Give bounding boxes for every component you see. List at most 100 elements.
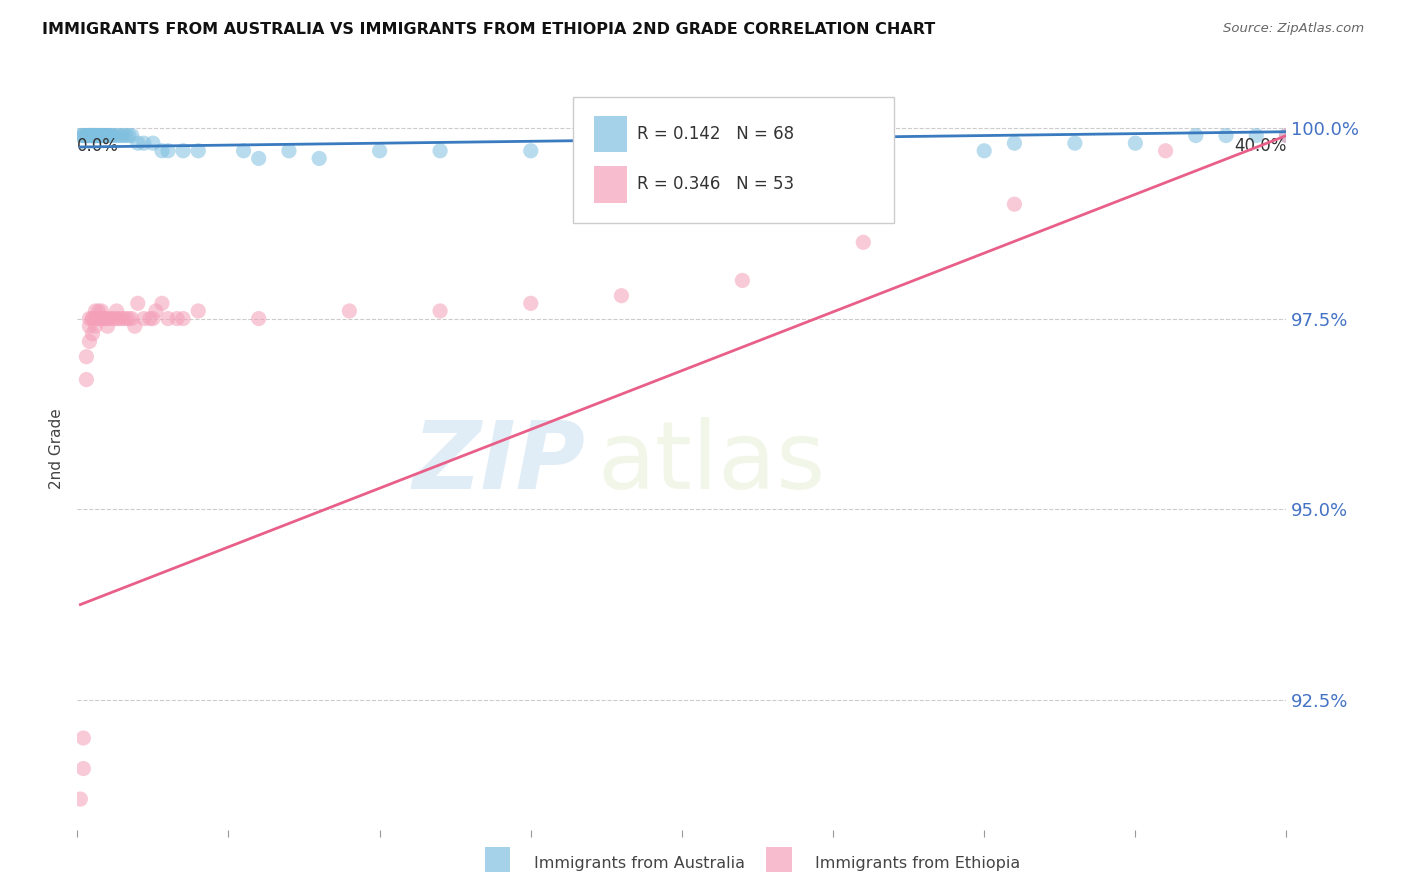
Point (124, 319, 146, 334)
Point (69, 128, 91, 143)
Point (79, 128, 101, 143)
Point (84, 128, 107, 143)
Point (142, 136, 165, 150)
Point (1246, 128, 1268, 143)
Point (127, 296, 149, 310)
Point (79, 128, 101, 143)
Point (79, 128, 101, 143)
Point (90, 304, 112, 318)
Point (132, 136, 155, 150)
Point (103, 128, 125, 143)
Point (1154, 144, 1177, 158)
Point (93, 311, 115, 326)
Text: 40.0%: 40.0% (1234, 137, 1286, 155)
Point (93, 311, 115, 326)
Point (139, 311, 162, 326)
Point (610, 288, 633, 302)
Point (87, 304, 110, 318)
Point (103, 311, 125, 326)
Point (118, 311, 141, 326)
Point (105, 128, 128, 143)
Point (308, 152, 330, 166)
Point (1184, 128, 1206, 143)
Point (93, 128, 115, 143)
Point (114, 128, 136, 143)
Point (90, 311, 112, 326)
Point (75, 373, 97, 387)
Point (520, 296, 543, 310)
Point (731, 144, 754, 158)
Point (127, 136, 149, 150)
Point (150, 144, 173, 158)
Point (100, 128, 122, 143)
Point (84, 128, 107, 143)
Point (1064, 136, 1087, 150)
Point (79, 128, 101, 143)
Point (96, 128, 118, 143)
Point (82, 128, 104, 143)
Point (87, 128, 110, 143)
Point (852, 235, 875, 250)
Point (84, 319, 107, 334)
Point (84, 128, 107, 143)
Point (150, 296, 173, 310)
Point (114, 311, 136, 326)
Point (145, 304, 167, 318)
Point (157, 311, 180, 326)
Point (368, 144, 391, 158)
FancyBboxPatch shape (574, 97, 894, 223)
Point (1275, 128, 1298, 143)
Point (118, 128, 141, 143)
Point (157, 144, 180, 158)
Point (72, 731, 94, 745)
Point (232, 144, 254, 158)
Point (247, 152, 270, 166)
Point (337, 304, 360, 318)
Point (72, 128, 94, 143)
Point (75, 350, 97, 364)
Point (108, 128, 131, 143)
Point (90, 311, 112, 326)
Point (79, 319, 101, 334)
Point (82, 128, 104, 143)
Point (87, 128, 110, 143)
Point (108, 311, 131, 326)
Point (111, 128, 134, 143)
Point (1275, 128, 1298, 143)
Point (520, 144, 543, 158)
Point (121, 311, 143, 326)
Point (82, 128, 104, 143)
Point (172, 144, 194, 158)
Point (82, 326, 104, 341)
Point (72, 762, 94, 776)
Text: atlas: atlas (598, 417, 825, 509)
Point (90, 128, 112, 143)
Point (100, 311, 122, 326)
Point (187, 144, 209, 158)
Text: Immigrants from Australia: Immigrants from Australia (534, 856, 745, 871)
Bar (593, 116, 627, 153)
Point (87, 311, 110, 326)
Text: ZIP: ZIP (412, 417, 585, 509)
Text: R = 0.142   N = 68: R = 0.142 N = 68 (637, 125, 794, 143)
Point (96, 311, 118, 326)
Point (75, 128, 97, 143)
Point (973, 144, 995, 158)
Point (82, 128, 104, 143)
Point (72, 128, 94, 143)
Point (96, 128, 118, 143)
Point (429, 144, 451, 158)
Point (69, 792, 91, 806)
Point (142, 311, 165, 326)
Point (75, 128, 97, 143)
Point (121, 128, 143, 143)
Point (84, 304, 107, 318)
Point (111, 311, 134, 326)
Point (187, 304, 209, 318)
Point (82, 311, 104, 326)
Point (278, 144, 301, 158)
Point (731, 273, 754, 287)
Point (82, 311, 104, 326)
Point (79, 311, 101, 326)
Bar (593, 166, 627, 202)
